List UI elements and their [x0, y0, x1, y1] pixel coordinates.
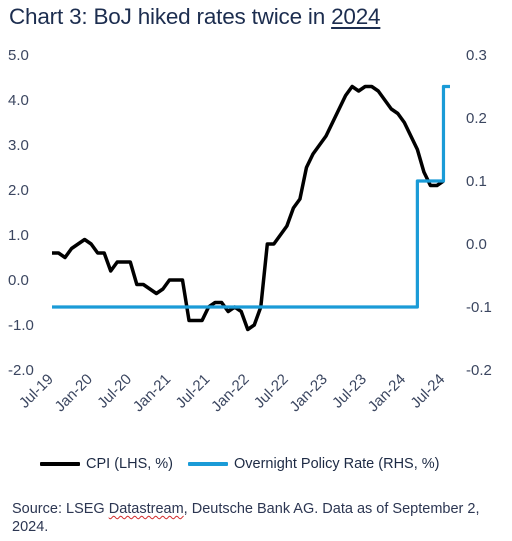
left-tick-label: 3.0 [8, 137, 29, 154]
right-tick-label: -0.2 [466, 362, 492, 379]
cpi-line [52, 84, 445, 332]
left-tick-label: 1.0 [8, 227, 29, 244]
x-tick-label: Jul-24 [407, 371, 448, 412]
legend-swatch-cpi [40, 462, 80, 466]
x-axis: Jul-19Jan-20Jul-20Jan-21Jul-21Jan-22Jul-… [16, 371, 448, 415]
legend-item-policy-rate: Overnight Policy Rate (RHS, %) [188, 456, 440, 472]
series-layer [52, 84, 450, 332]
x-tick-label: Jan-22 [208, 371, 252, 415]
source-note: Source: LSEG Datastream, Deutsche Bank A… [12, 500, 492, 536]
left-tick-label: 5.0 [8, 47, 29, 64]
source-text-1: Source: LSEG [12, 501, 109, 517]
x-tick-label: Jan-21 [130, 371, 174, 415]
right-tick-label: 0.3 [466, 47, 487, 64]
legend: CPI (LHS, %) Overnight Policy Rate (RHS,… [40, 452, 455, 476]
source-text-3: , Deutsche Bank AG. Data as of September… [12, 501, 480, 535]
left-tick-label: 0.0 [8, 272, 29, 289]
policy-rate-line [52, 84, 450, 309]
legend-label-policy-rate: Overnight Policy Rate (RHS, %) [234, 456, 440, 472]
right-tick-label: 0.1 [466, 173, 487, 190]
right-tick-label: 0.0 [466, 236, 487, 253]
legend-swatch-policy-rate [188, 462, 229, 466]
left-tick-label: -2.0 [8, 362, 34, 379]
left-axis: -2.0 -1.0 0.0 1.0 2.0 3.0 4.0 5.0 [8, 47, 34, 379]
chart-title: Chart 3: BoJ hiked rates twice in 2024 [9, 4, 381, 30]
x-tick-label: Jan-23 [286, 371, 330, 415]
legend-item-cpi: CPI (LHS, %) [40, 456, 173, 472]
left-tick-label: -1.0 [8, 317, 34, 334]
left-tick-label: 4.0 [8, 92, 29, 109]
x-tick-label: Jul-21 [173, 371, 214, 412]
x-tick-label: Jan-24 [365, 371, 409, 415]
source-text-2: Datastream [108, 501, 184, 517]
x-tick-label: Jan-20 [52, 371, 96, 415]
x-tick-label: Jul-23 [329, 371, 370, 412]
x-tick-label: Jul-22 [251, 371, 292, 412]
line-chart: -2.0 -1.0 0.0 1.0 2.0 3.0 4.0 5.0 -0.2 -0.1 0.0 0.… [8, 47, 492, 415]
x-tick-label: Jul-20 [94, 371, 135, 412]
right-tick-label: 0.2 [466, 110, 487, 127]
right-axis: -0.2 -0.1 0.0 0.1 0.2 0.3 [466, 47, 492, 379]
legend-label-cpi: CPI (LHS, %) [86, 456, 174, 472]
chart-title-text: Chart 3: BoJ hiked rates twice in [9, 4, 332, 29]
left-tick-label: 2.0 [8, 182, 29, 199]
right-tick-label: -0.1 [466, 299, 492, 316]
chart-title-year: 2024 [331, 4, 381, 29]
